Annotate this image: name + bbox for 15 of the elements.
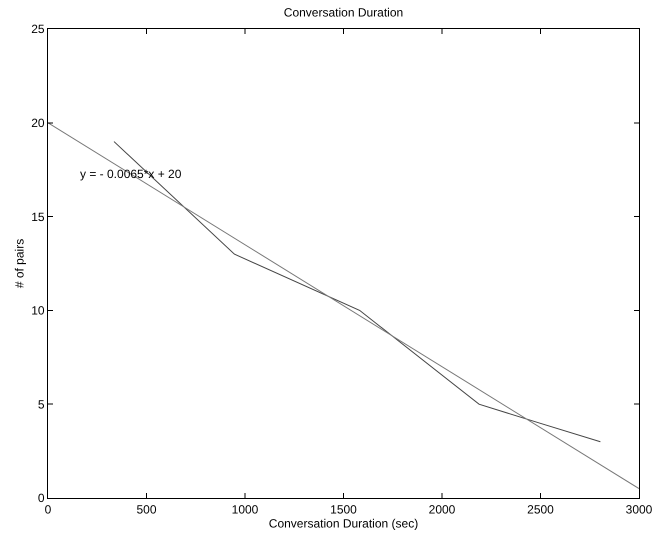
x-tick-label: 1000 (232, 502, 259, 516)
y-tick-label: 0 (38, 491, 45, 506)
x-tick-label: 3000 (626, 502, 653, 516)
y-tick-label: 10 (31, 304, 45, 318)
y-tick-label: 15 (31, 210, 45, 224)
x-tick-label: 500 (136, 502, 157, 516)
x-axis-title: Conversation Duration (sec) (268, 516, 418, 530)
x-tick-label: 1500 (330, 502, 358, 516)
y-tick-label: 25 (31, 22, 45, 36)
x-tick-label: 2500 (527, 502, 554, 516)
y-tick-label: 20 (31, 116, 45, 130)
x-tick-label: 2000 (428, 502, 456, 516)
y-tick-label: 5 (38, 397, 45, 412)
y-axis-title: # of pairs (12, 238, 27, 288)
chart-title: Conversation Duration (284, 6, 404, 20)
